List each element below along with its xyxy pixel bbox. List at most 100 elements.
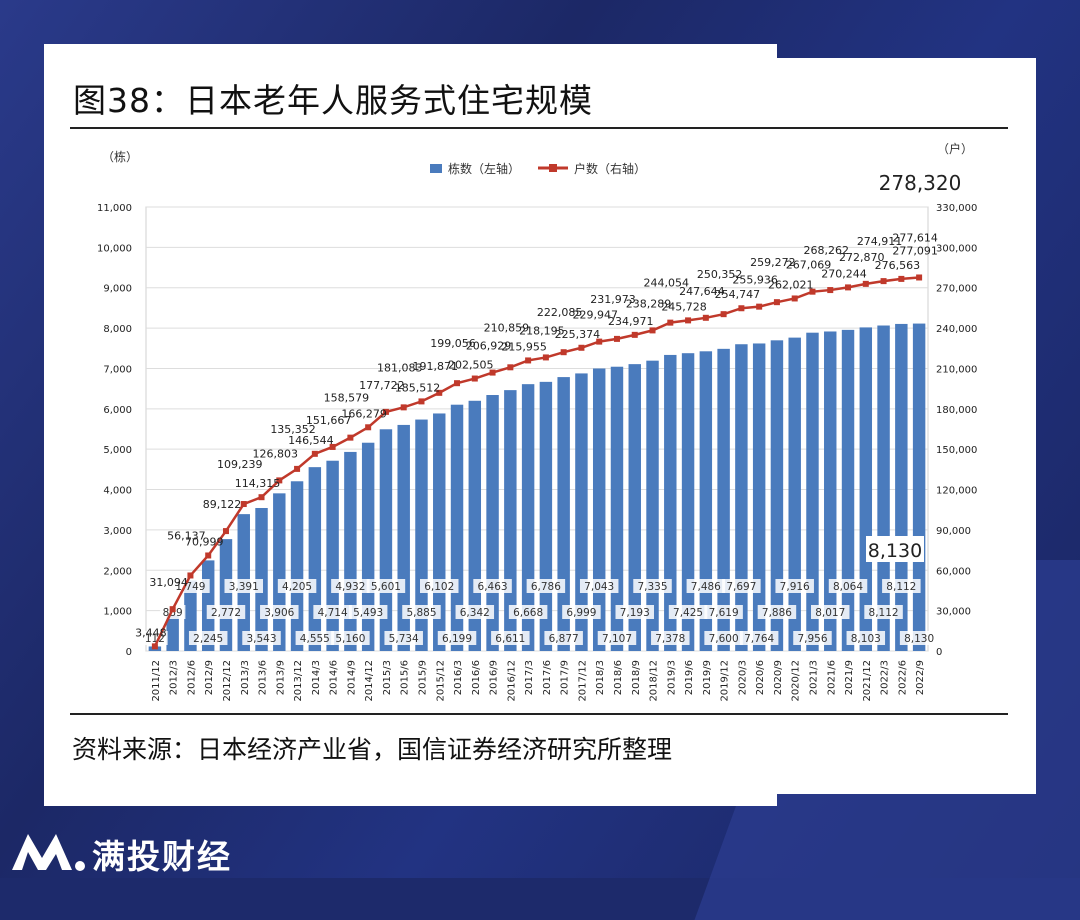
line-value-label: 146,544 <box>288 434 334 447</box>
line-value-label: 70,999 <box>185 535 224 548</box>
bar-value-label: 4,714 <box>318 607 348 619</box>
left-tick-label: 2,000 <box>103 566 132 577</box>
highlight-left-value: 8,130 <box>868 540 922 562</box>
bar-value-label: 5,160 <box>335 633 365 645</box>
line-point <box>791 295 798 302</box>
bar-label-bg <box>562 605 601 619</box>
bar <box>379 429 393 651</box>
line-value-label: 177,722 <box>359 379 405 392</box>
x-tick-label: 2020/12 <box>791 660 802 702</box>
line-point <box>880 278 887 285</box>
line-point <box>525 357 532 364</box>
bar-value-label: 7,764 <box>744 633 774 645</box>
x-tick-label: 2014/9 <box>346 660 357 695</box>
left-tick-label: 3,000 <box>103 526 132 537</box>
line-value-label: 229,947 <box>572 309 618 322</box>
line-value-label: 247,644 <box>679 285 725 298</box>
bar-label-bg <box>420 579 459 593</box>
right-tick-label: 330,000 <box>936 203 977 214</box>
bar-label-bg <box>171 579 210 593</box>
bar-label-bg <box>686 579 726 593</box>
line-point <box>507 364 514 371</box>
bar-label-bg <box>331 631 370 645</box>
line-point <box>365 424 372 431</box>
line-value-label: 231,973 <box>590 293 636 306</box>
bar <box>895 323 908 651</box>
bar-value-label: 8,103 <box>851 633 881 645</box>
line-value-label: 222,085 <box>537 306 583 319</box>
bar-label-bg <box>739 631 779 645</box>
bar-value-label: 5,493 <box>353 607 383 619</box>
bar-label-bg <box>775 579 814 593</box>
legend-line-label: 户数（右轴） <box>574 161 646 176</box>
left-tick-label: 8,000 <box>103 324 132 335</box>
line-point <box>205 552 212 559</box>
left-tick-label: 9,000 <box>103 284 132 295</box>
bar-value-label: 5,734 <box>389 633 419 645</box>
line-point <box>542 354 549 361</box>
bar-value-label: 4,205 <box>282 581 312 593</box>
bar-label-bg <box>846 631 886 645</box>
right-tick-label: 120,000 <box>936 486 977 497</box>
left-tick-label: 0 <box>126 647 132 658</box>
brand-logo-icon <box>12 834 85 871</box>
right-tick-label: 180,000 <box>936 405 977 416</box>
bar-label-bg <box>597 631 637 645</box>
left-axis-unit: （栋） <box>102 149 138 164</box>
bar-value-label: 2,772 <box>211 607 241 619</box>
line-value-label: 274,911 <box>857 235 903 248</box>
bar <box>290 481 304 651</box>
line-point <box>436 389 443 396</box>
line-point <box>845 284 852 291</box>
bar-value-label: 7,886 <box>762 607 792 619</box>
source-rule <box>70 713 1008 715</box>
bar-value-label: 6,342 <box>460 607 490 619</box>
right-tick-label: 270,000 <box>936 284 977 295</box>
line-value-label: 135,352 <box>270 423 316 436</box>
bar-label-bg <box>704 605 743 619</box>
bar-value-label: 8,112 <box>869 607 899 619</box>
bar <box>877 325 890 651</box>
line-value-label: 254,747 <box>715 288 761 301</box>
line-point <box>169 606 176 613</box>
bar-label-bg <box>793 631 832 645</box>
right-tick-label: 150,000 <box>936 445 977 456</box>
left-tick-label: 10,000 <box>97 243 132 254</box>
x-tick-label: 2018/3 <box>595 660 606 695</box>
bar-value-label: 7,378 <box>655 633 685 645</box>
x-tick-label: 2017/9 <box>560 660 571 695</box>
bar-value-label: 2,245 <box>193 633 223 645</box>
bar-value-label: 6,668 <box>513 607 543 619</box>
line-point <box>916 274 923 281</box>
right-tick-label: 30,000 <box>936 607 971 618</box>
line-value-label: 270,244 <box>821 267 867 280</box>
x-tick-label: 2021/3 <box>808 660 819 695</box>
line-value-label: 206,929 <box>466 340 512 353</box>
bar <box>806 332 819 651</box>
x-tick-label: 2016/3 <box>453 660 464 695</box>
bar-value-label: 6,786 <box>531 581 561 593</box>
line-point <box>294 465 301 472</box>
bar <box>344 451 357 651</box>
bar-value-label: 8,130 <box>904 633 934 645</box>
bar-label-bg <box>651 631 690 645</box>
left-tick-label: 4,000 <box>103 486 132 497</box>
legend-line-marker <box>549 164 557 172</box>
title-rule <box>70 127 1008 129</box>
line-value-label: 181,083 <box>377 361 423 374</box>
right-tick-label: 60,000 <box>936 566 971 577</box>
bar-label-bg <box>313 605 352 619</box>
bar-value-label: 7,193 <box>620 607 650 619</box>
bar-label-bg <box>828 579 868 593</box>
bar <box>699 351 713 651</box>
x-tick-label: 2017/6 <box>542 660 553 695</box>
line-value-label: 31,094 <box>149 576 188 589</box>
line-point <box>827 287 834 294</box>
line-point <box>222 528 229 535</box>
bar <box>841 329 855 651</box>
line-point <box>151 643 158 650</box>
bar-label-bg <box>295 631 335 645</box>
bar <box>735 344 748 651</box>
bar-value-label: 4,932 <box>335 581 365 593</box>
line-point <box>756 303 763 310</box>
